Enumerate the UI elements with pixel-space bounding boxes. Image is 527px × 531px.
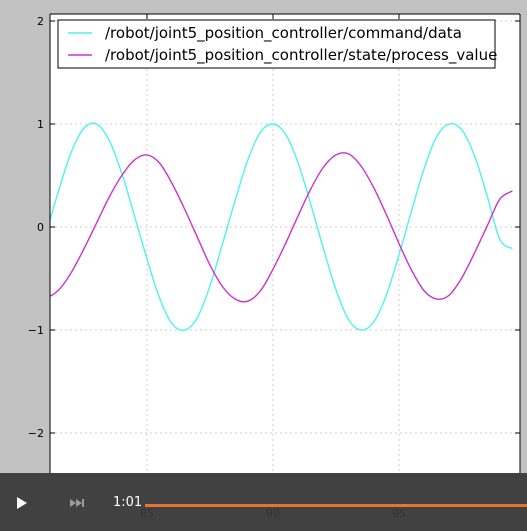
y-tick-label: 1 [37, 118, 44, 131]
playback-time: 1:01 [113, 495, 143, 510]
play-button[interactable] [12, 493, 32, 513]
y-tick-label: −2 [28, 427, 44, 440]
video-player-controls: 1:01 [0, 473, 527, 531]
progress-bar[interactable] [145, 504, 527, 507]
legend: /robot/joint5_position_controller/comman… [57, 19, 497, 69]
play-icon [17, 497, 27, 509]
y-tick-label: 2 [37, 15, 44, 28]
series-line-process-value [50, 152, 513, 303]
y-tick-label: −1 [28, 324, 44, 337]
legend-box [57, 19, 496, 69]
skip-next-button[interactable] [66, 495, 90, 511]
y-tick-label: 0 [37, 221, 44, 234]
series-line-command [50, 122, 513, 331]
legend-label-process-value: /robot/joint5_position_controller/state/… [105, 46, 497, 65]
legend-label-command: /robot/joint5_position_controller/comman… [105, 24, 462, 43]
skip-next-icon [70, 499, 84, 507]
